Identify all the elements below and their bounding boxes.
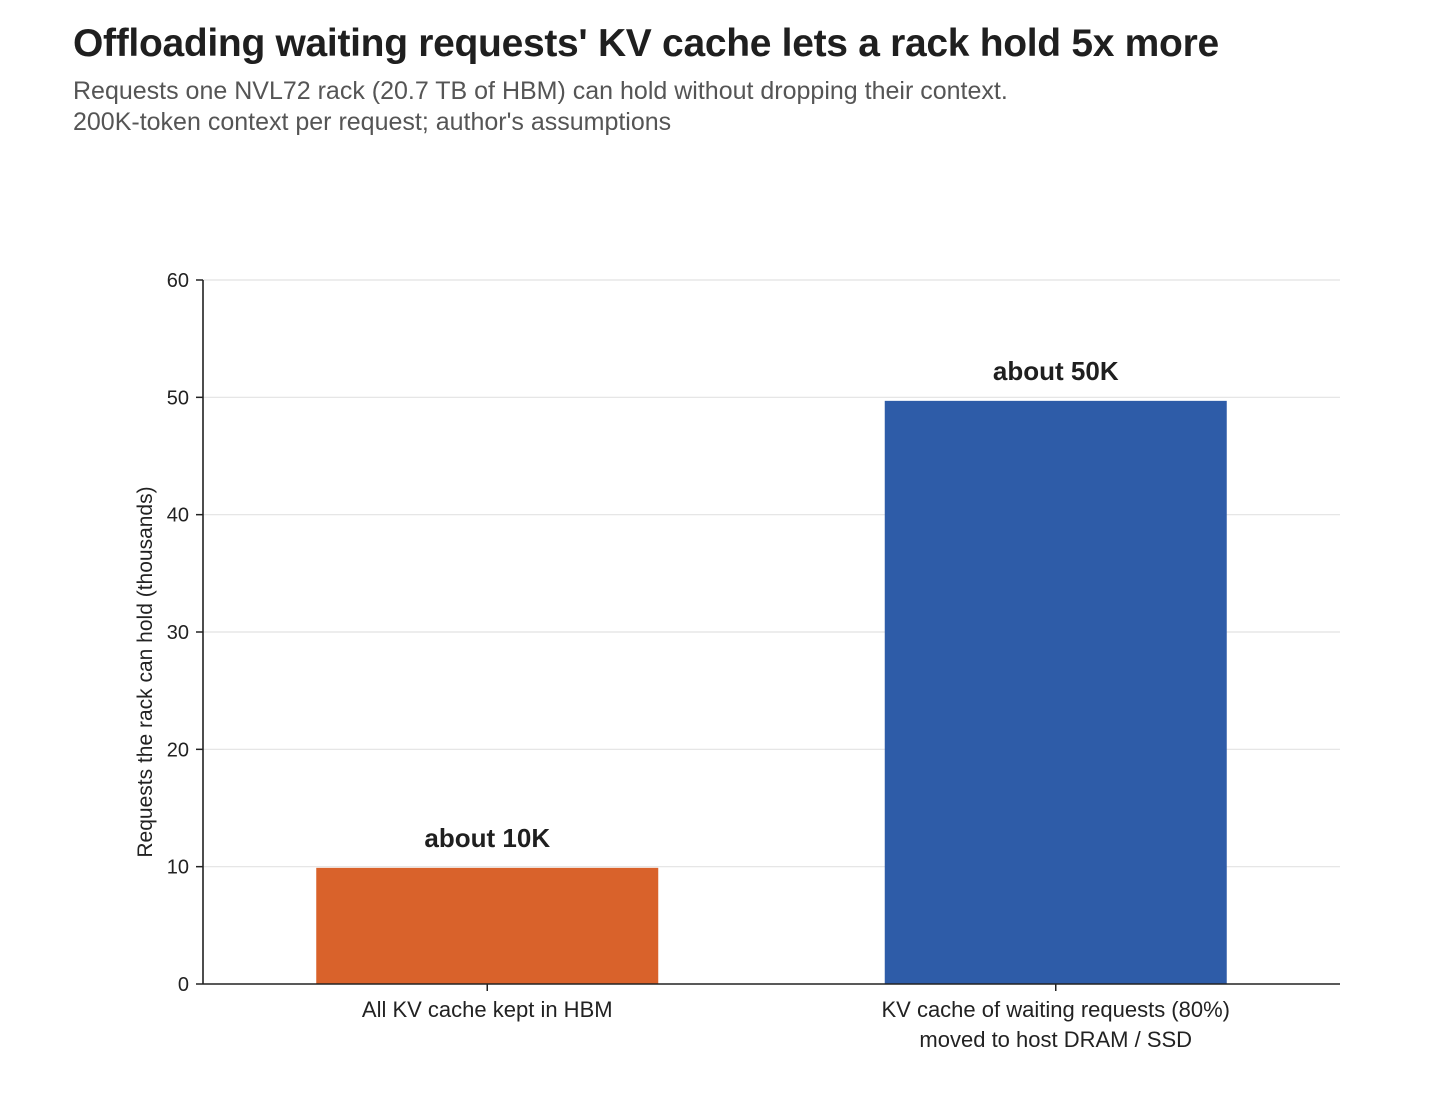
bars	[316, 400, 1227, 984]
x-tick-label: KV cache of waiting requests (80%)	[881, 997, 1230, 1022]
y-tick-label: 20	[167, 739, 189, 761]
y-tick-label: 0	[178, 974, 189, 996]
y-tick-label: 30	[167, 622, 189, 644]
axes	[196, 279, 1340, 991]
chart-title: Offloading waiting requests' KV cache le…	[73, 22, 1219, 65]
data-label-2: about 50K	[993, 356, 1119, 386]
y-tick-label: 10	[167, 857, 189, 879]
bar-1	[316, 867, 659, 984]
y-tick-label: 50	[167, 387, 189, 409]
labels: 0 10 20 30 40 50 60 about 10K All KV cache kept …	[134, 270, 1230, 1052]
y-axis-title: Requests the rack can hold (thousands)	[134, 486, 157, 857]
y-tick-label: 60	[167, 270, 189, 292]
bar-2	[884, 400, 1227, 984]
subtitle-line-1: Requests one NVL72 rack (20.7 TB of HBM)…	[73, 77, 1008, 105]
x-tick-label: moved to host DRAM / SSD	[919, 1027, 1192, 1052]
x-tick-label: All KV cache kept in HBM	[362, 997, 613, 1022]
subtitle-line-2: 200K-token context per request; author's…	[73, 108, 672, 136]
data-label-1: about 10K	[424, 823, 550, 853]
y-tick-label: 40	[167, 505, 189, 527]
chart-subtitle: Requests one NVL72 rack (20.7 TB of HBM)…	[73, 76, 1008, 138]
